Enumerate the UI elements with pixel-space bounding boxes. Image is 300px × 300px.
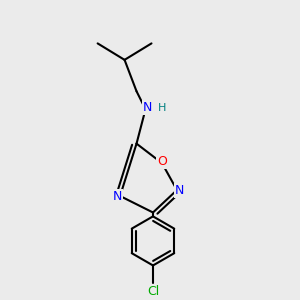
- Text: O: O: [157, 155, 167, 168]
- Text: H: H: [158, 103, 166, 113]
- Text: N: N: [175, 184, 184, 196]
- Text: Cl: Cl: [147, 285, 159, 298]
- Text: N: N: [143, 101, 153, 114]
- Text: N: N: [112, 190, 122, 202]
